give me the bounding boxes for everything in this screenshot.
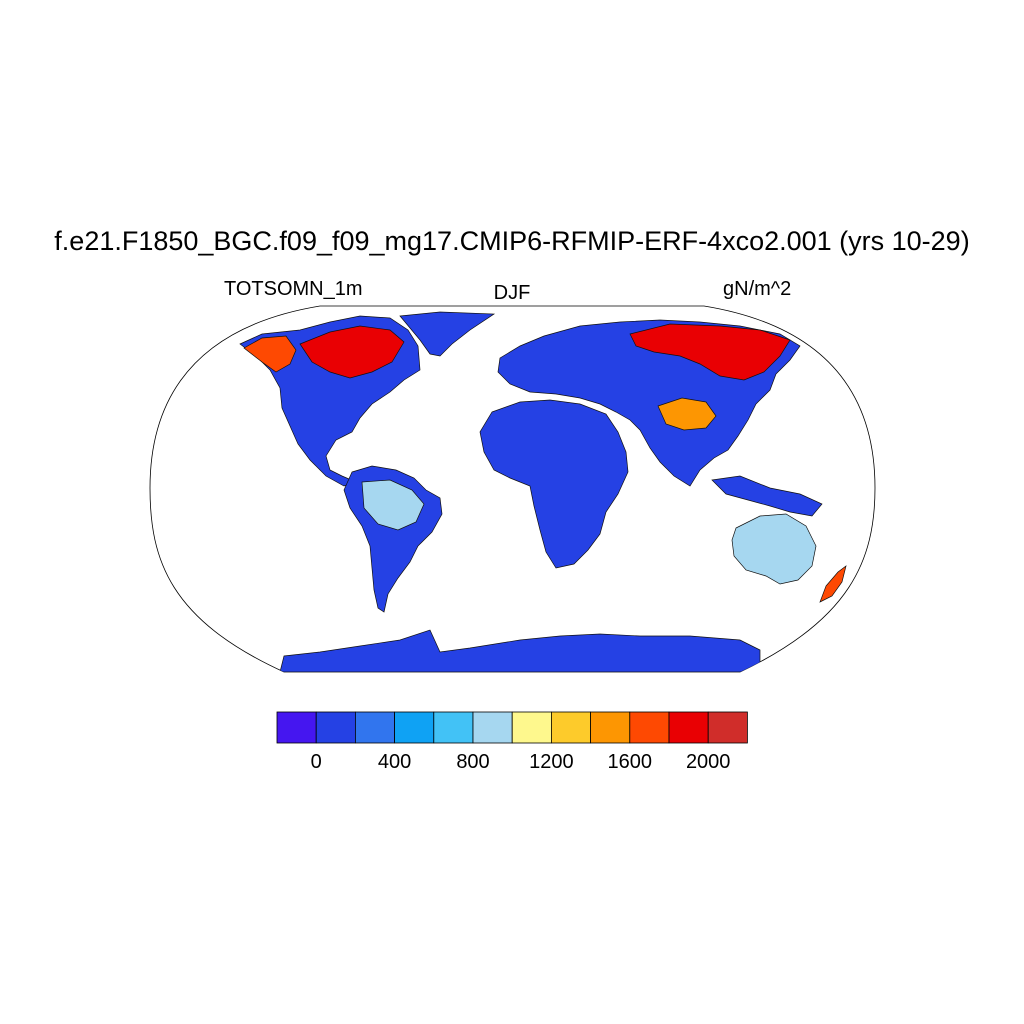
colorbar-swatch xyxy=(472,711,513,744)
colorbar-swatch xyxy=(315,711,356,744)
colorbar-swatch xyxy=(629,711,670,744)
region-greenland xyxy=(399,311,496,357)
units-label: gN/m^2 xyxy=(723,278,792,300)
colorbar-swatch xyxy=(707,711,748,744)
season-label: DJF xyxy=(493,282,531,304)
colorbar-tick-label: 2000 xyxy=(686,751,731,773)
region-alaska-high xyxy=(243,335,297,373)
region-australia xyxy=(731,513,817,585)
colorbar-swatch xyxy=(511,711,552,744)
region-tibet-high xyxy=(657,397,717,431)
colorbar-swatch xyxy=(433,711,474,744)
colorbar-swatch xyxy=(394,711,435,744)
colorbar-tick-label: 800 xyxy=(456,751,489,773)
colorbar-swatch xyxy=(551,711,592,744)
region-siberia-high xyxy=(629,323,791,381)
colorbar-tick-label: 1600 xyxy=(608,751,653,773)
colorbar-swatch xyxy=(590,711,631,744)
region-canada-high xyxy=(299,325,405,379)
main-title: f.e21.F1850_BGC.f09_f09_mg17.CMIP6-RFMIP… xyxy=(54,226,970,256)
region-antarctica xyxy=(279,629,761,672)
colorbar-swatch xyxy=(354,711,395,744)
region-new-zealand xyxy=(819,565,847,603)
region-africa xyxy=(479,399,629,569)
region-amazon xyxy=(361,479,425,531)
colorbar-tick-label: 1200 xyxy=(529,751,574,773)
colorbar-tick-label: 400 xyxy=(378,751,411,773)
colorbar-tick-label: 0 xyxy=(311,751,322,773)
colorbar-swatch xyxy=(276,711,317,744)
variable-label: TOTSOMN_1m xyxy=(224,278,363,300)
region-maritime-se-asia xyxy=(711,475,823,517)
colorbar-swatch xyxy=(668,711,709,744)
